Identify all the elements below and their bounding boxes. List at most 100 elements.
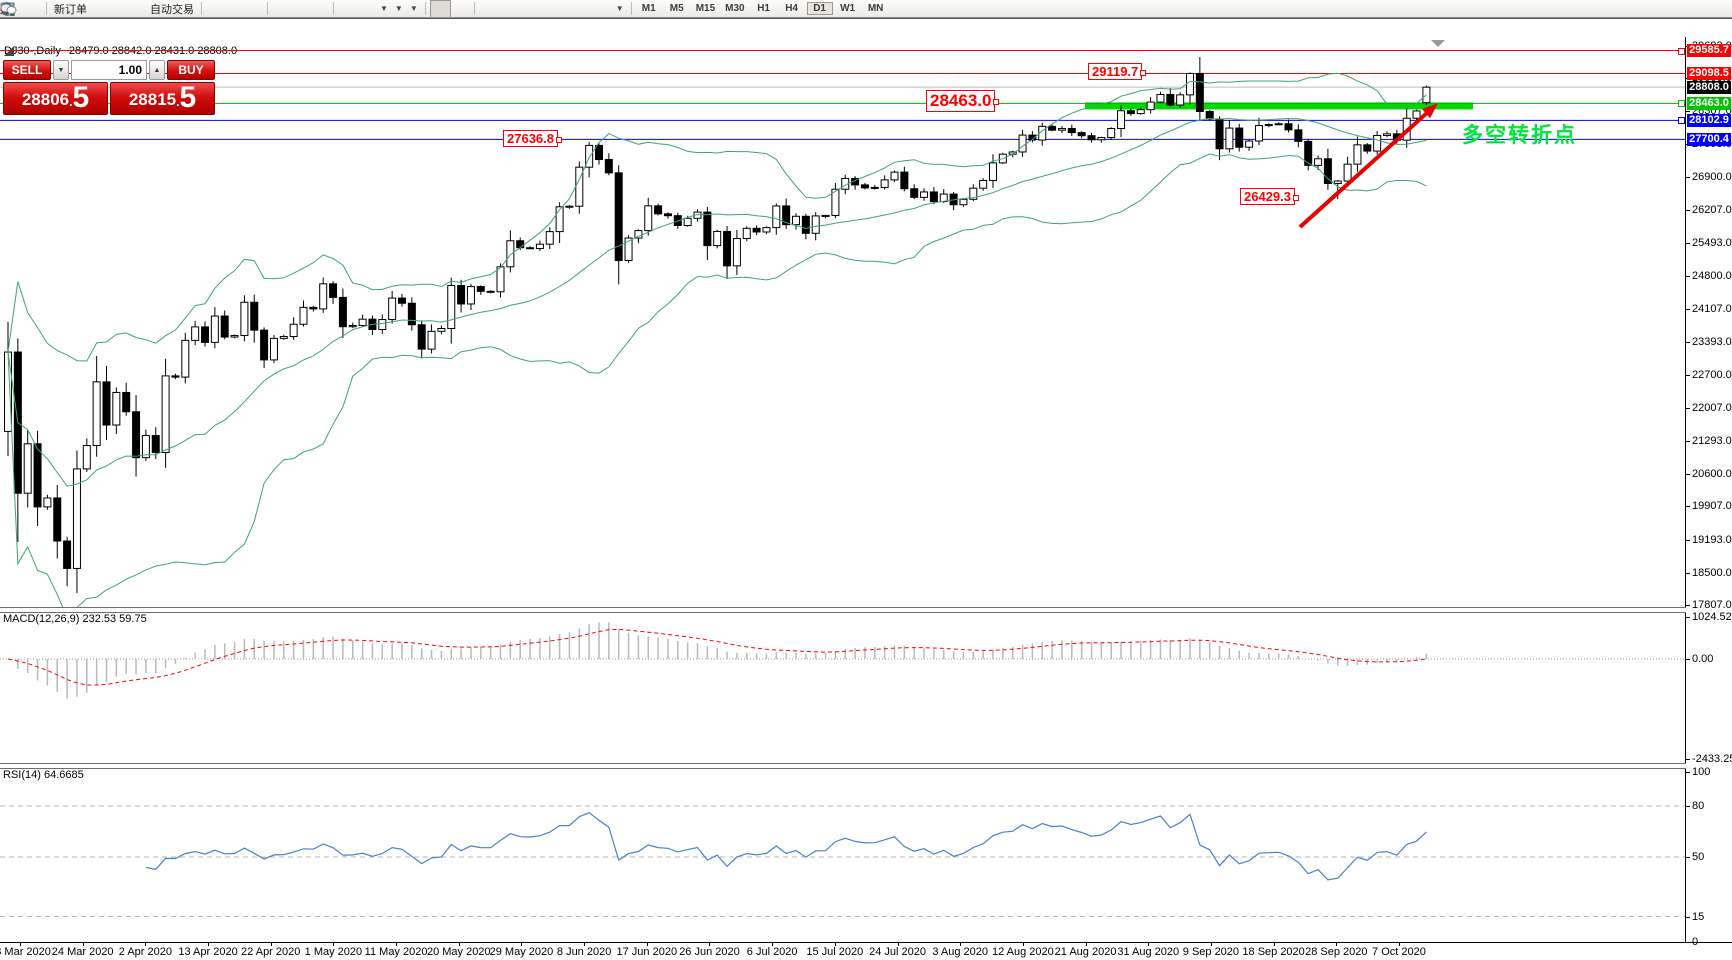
volume-decrease-button[interactable]: ▼ <box>53 60 69 80</box>
rsi-scale-tick <box>1686 772 1690 773</box>
price-note-27636.8: 27636.8 <box>503 130 562 147</box>
volume-increase-button[interactable]: ▲ <box>149 60 165 80</box>
chart-shift-marker[interactable] <box>1431 40 1445 47</box>
scale-tick <box>1686 110 1690 112</box>
rsi-scale-tick <box>1686 916 1690 918</box>
dropdown-caret: ▼ <box>394 4 403 13</box>
buy-button[interactable]: BUY <box>167 60 215 80</box>
scale-tick <box>1686 572 1690 574</box>
macd-scale-tick <box>1686 659 1690 660</box>
support-band <box>1085 102 1473 110</box>
chat-icon[interactable] <box>0 1 1722 17</box>
macd-histogram <box>17 622 1428 699</box>
zoom-in-icon[interactable] <box>1 1 291 17</box>
chart-shift-icon[interactable] <box>1 1 376 17</box>
scale-tick <box>1686 605 1690 607</box>
zoom-out-icon[interactable] <box>1 1 310 17</box>
scale-tick <box>1686 342 1690 344</box>
arrows-tool[interactable]: ▼ <box>2 1 627 17</box>
time-label: 1 May 2020 <box>304 946 363 958</box>
scale-tick-label: 23393.0 <box>1692 336 1732 349</box>
timeframe-H1[interactable]: H1 <box>757 3 770 14</box>
fibonacci-tool[interactable]: F <box>1 1 574 17</box>
price-note-28463.0: 28463.0 <box>926 90 1000 112</box>
ask-pip: 5 <box>179 81 197 114</box>
macd-scale-label: -2433.25 <box>1692 752 1732 765</box>
price-tag-29098.5: 29098.5 <box>1687 67 1731 80</box>
note-anchor <box>1140 69 1147 76</box>
timeframe-W1[interactable]: W1 <box>840 3 856 14</box>
one-click-trade-panel: SELL ▼ ▲ BUY 28806.5 28815.5 <box>3 60 215 115</box>
price-note-29119.7: 29119.7 <box>1088 63 1147 80</box>
periods-button[interactable]: ▼ <box>0 1 406 17</box>
bid-price[interactable]: 28806. 5 <box>3 82 108 115</box>
indicators-button[interactable]: ▼ <box>0 1 391 17</box>
scale-tick-label: 25493.0 <box>1692 237 1732 250</box>
search-icon[interactable] <box>1 1 1703 17</box>
timeframe-MN[interactable]: MN <box>867 3 884 14</box>
chart-profile-icon[interactable] <box>0 1 42 17</box>
time-label: 26 Jun 2020 <box>679 946 740 958</box>
signal-icon[interactable] <box>0 1 147 17</box>
autotrade-label: 自动交易 <box>150 3 194 16</box>
autoscroll-icon[interactable] <box>1 1 357 17</box>
templates-button[interactable]: ▼ <box>0 1 421 17</box>
timeframe-H4[interactable]: H4 <box>785 3 798 14</box>
macd-label: MACD(12,26,9) 232.53 59.75 <box>3 613 147 625</box>
rsi-line <box>145 812 1427 881</box>
rsi-scale-tick <box>1686 857 1690 858</box>
cursor-tool[interactable] <box>2 0 451 18</box>
price-tag-28808.0: 28808.0 <box>1687 80 1731 94</box>
autotrade-button[interactable]: 自动交易 <box>1 1 197 17</box>
new-order-button[interactable]: 新订单 <box>0 1 90 17</box>
timeframe-D1[interactable]: D1 <box>806 2 833 15</box>
scale-tick-label: 17807.0 <box>1692 599 1732 612</box>
line-endpoint-marker <box>1678 47 1685 55</box>
pane-separator[interactable] <box>0 763 1686 769</box>
time-label: 8 Jun 2020 <box>556 946 612 958</box>
dropdown-caret: ▼ <box>380 4 388 13</box>
pane-separator[interactable] <box>0 607 1686 613</box>
note-anchor <box>556 136 562 143</box>
print-icon[interactable] <box>1 1 128 17</box>
trendline-tool[interactable] <box>0 1 536 17</box>
sell-button[interactable]: SELL <box>3 60 51 80</box>
dropdown-caret: ▼ <box>615 4 624 13</box>
crosshair-tool[interactable] <box>1 1 470 17</box>
divider <box>630 2 632 15</box>
bid-pip: 5 <box>72 81 90 114</box>
text-label-tool[interactable]: T <box>0 1 612 17</box>
horizontal-line-tool[interactable] <box>1 1 517 17</box>
timeframe-M5[interactable]: M5 <box>669 3 684 14</box>
vertical-line-tool[interactable] <box>3 1 498 17</box>
scale-tick <box>1686 540 1690 542</box>
volume-input[interactable] <box>71 60 147 80</box>
new-order-label: 新订单 <box>54 3 87 16</box>
scale-tick <box>1686 506 1690 508</box>
price-scale-border <box>1685 37 1686 942</box>
scale-tick-label: 26900.0 <box>1692 171 1732 184</box>
divider <box>267 2 268 15</box>
tile-windows-icon[interactable] <box>0 1 329 17</box>
scale-tick <box>1686 209 1690 211</box>
line-endpoint-marker <box>1678 117 1685 125</box>
timeframe-M15[interactable]: M15 <box>695 3 716 14</box>
time-label: 22 Apr 2020 <box>241 946 301 958</box>
bar-chart-icon[interactable] <box>1 1 225 17</box>
candlestick-chart-icon[interactable] <box>1 1 244 17</box>
time-label: 24 Mar 2020 <box>51 946 114 958</box>
price-scale[interactable]: 29693.029000.028307.027593.026900.026207… <box>1678 37 1732 948</box>
text-tool[interactable]: A <box>2 1 593 17</box>
time-label: 9 Sep 2020 <box>1182 946 1240 958</box>
eraser-icon[interactable] <box>0 1 109 17</box>
ask-price[interactable]: 28815. 5 <box>110 82 215 115</box>
time-label: 24 Jul 2020 <box>869 946 926 958</box>
turning-point-note: 多空转折点 <box>1462 124 1577 147</box>
equidistant-channel-tool[interactable]: E <box>0 1 555 17</box>
timeframe-M1[interactable]: M1 <box>641 3 656 14</box>
bid-main: 28806 <box>21 90 70 109</box>
time-label: 18 Sep 2020 <box>1242 946 1305 958</box>
timeframe-M30[interactable]: M30 <box>725 3 745 14</box>
line-chart-icon[interactable] <box>0 1 263 17</box>
